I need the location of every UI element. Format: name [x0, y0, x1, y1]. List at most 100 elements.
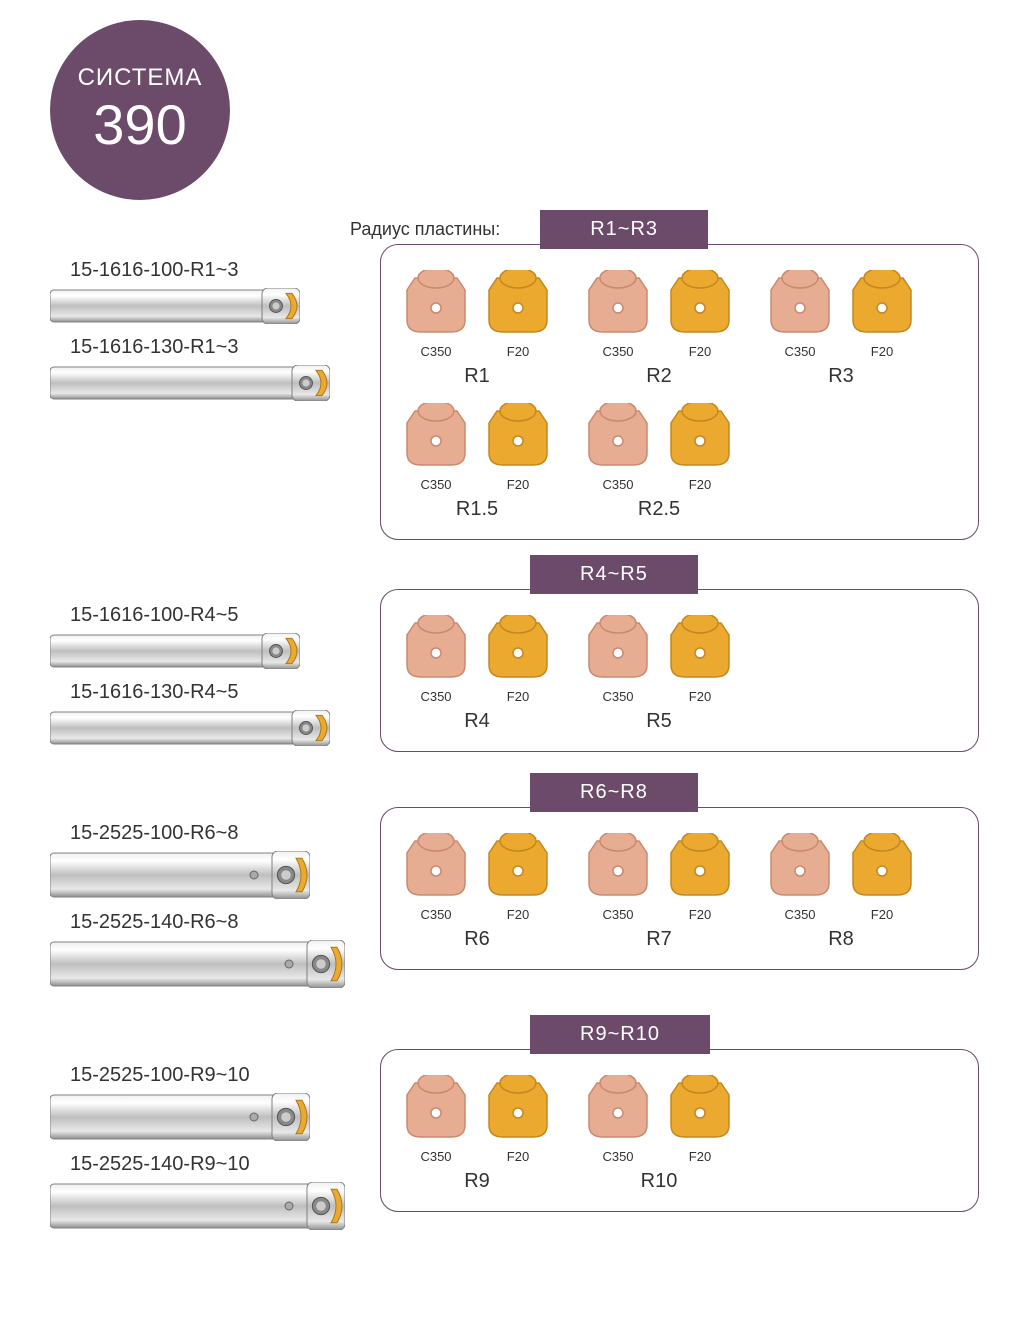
insert-code: C350 [602, 344, 633, 359]
tool-entry: 15-2525-140-R6~8 [20, 911, 380, 988]
insert-item: F20 [483, 833, 553, 922]
insert-group: C350 F20 R3 [765, 270, 917, 388]
inserts-panel: C350 F20 R6 C350 [380, 807, 979, 970]
insert-row: C350 F20 R6 C350 [401, 833, 958, 951]
insert-row: C350 F20 R1.5 C350 [401, 403, 958, 521]
insert-group: C350 F20 R9 [401, 1075, 553, 1193]
group-label: R7 [646, 928, 672, 951]
insert-group: C350 F20 R4 [401, 615, 553, 733]
insert-code: F20 [507, 1149, 529, 1164]
insert-item: C350 [401, 615, 471, 704]
tool-entry: 15-2525-100-R6~8 [20, 822, 380, 899]
insert-item: F20 [665, 833, 735, 922]
insert-item: F20 [665, 1075, 735, 1164]
insert-item: C350 [583, 403, 653, 492]
insert-group: C350 F20 R8 [765, 833, 917, 951]
tool-label: 15-2525-100-R9~10 [70, 1064, 380, 1087]
insert-item: F20 [847, 833, 917, 922]
group-label: R4 [464, 710, 490, 733]
insert-code: C350 [420, 477, 451, 492]
section-1: R4~R5 15-1616-100-R4~5 15-1616-130-R4~5 [20, 555, 999, 758]
section-3: R9~R10 15-2525-100-R9~10 15-2525-140-R9~… [20, 1015, 999, 1242]
tool-label: 15-1616-130-R4~5 [70, 681, 380, 704]
inserts-panel: C350 F20 R4 C350 [380, 589, 979, 752]
insert-code: C350 [602, 477, 633, 492]
group-label: R5 [646, 710, 672, 733]
tool-label: 15-1616-100-R1~3 [70, 259, 380, 282]
insert-group: C350 F20 R2.5 [583, 403, 735, 521]
insert-group: C350 F20 R6 [401, 833, 553, 951]
group-label: R9 [464, 1170, 490, 1193]
tool-label: 15-1616-130-R1~3 [70, 336, 380, 359]
insert-group: C350 F20 R1 [401, 270, 553, 388]
insert-code: F20 [507, 344, 529, 359]
insert-code: C350 [784, 907, 815, 922]
insert-item: F20 [483, 1075, 553, 1164]
tools-column: 15-1616-100-R4~5 15-1616-130-R4~5 [20, 579, 380, 758]
insert-code: F20 [689, 689, 711, 704]
insert-code: F20 [507, 907, 529, 922]
group-label: R2 [646, 365, 672, 388]
insert-item: C350 [583, 1075, 653, 1164]
insert-code: C350 [602, 689, 633, 704]
insert-item: C350 [583, 833, 653, 922]
insert-row: C350 F20 R4 C350 [401, 615, 958, 733]
insert-code: C350 [420, 1149, 451, 1164]
insert-code: F20 [871, 344, 893, 359]
tools-column: 15-2525-100-R9~10 15-2525-140-R9~10 [20, 1039, 380, 1242]
insert-row: C350 F20 R1 C350 [401, 270, 958, 388]
insert-code: C350 [420, 907, 451, 922]
insert-group: C350 F20 R10 [583, 1075, 735, 1193]
insert-item: F20 [483, 403, 553, 492]
tool-entry: 15-1616-130-R4~5 [20, 681, 380, 746]
insert-code: F20 [689, 477, 711, 492]
tools-column: 15-1616-100-R1~3 15-1616-130-R1~3 [20, 234, 380, 413]
insert-item: C350 [765, 270, 835, 359]
insert-code: C350 [420, 344, 451, 359]
insert-item: C350 [765, 833, 835, 922]
insert-group: C350 F20 R2 [583, 270, 735, 388]
insert-code: C350 [784, 344, 815, 359]
tool-label: 15-2525-140-R6~8 [70, 911, 380, 934]
badge-number: 390 [93, 92, 186, 157]
group-label: R10 [641, 1170, 678, 1193]
section-2: R6~R8 15-2525-100-R6~8 15-2525-140-R6~8 [20, 773, 999, 1000]
insert-code: C350 [602, 1149, 633, 1164]
insert-group: C350 F20 R7 [583, 833, 735, 951]
group-label: R2.5 [638, 498, 680, 521]
tool-entry: 15-1616-100-R4~5 [20, 604, 380, 669]
insert-group: C350 F20 R1.5 [401, 403, 553, 521]
insert-item: C350 [401, 403, 471, 492]
insert-item: C350 [401, 833, 471, 922]
insert-item: C350 [583, 615, 653, 704]
tool-label: 15-2525-140-R9~10 [70, 1153, 380, 1176]
insert-code: C350 [420, 689, 451, 704]
insert-item: C350 [401, 1075, 471, 1164]
tool-entry: 15-1616-100-R1~3 [20, 259, 380, 324]
badge-title: СИСТЕМА [78, 64, 203, 92]
section-0: Радиус пластины:R1~R3 15-1616-100-R1~3 1… [20, 210, 999, 540]
group-label: R3 [828, 365, 854, 388]
tool-entry: 15-2525-100-R9~10 [20, 1064, 380, 1141]
inserts-panel: C350 F20 R9 C350 [380, 1049, 979, 1212]
insert-item: F20 [483, 270, 553, 359]
insert-item: F20 [483, 615, 553, 704]
insert-group: C350 F20 R5 [583, 615, 735, 733]
insert-code: F20 [507, 477, 529, 492]
insert-code: C350 [602, 907, 633, 922]
insert-item: F20 [665, 270, 735, 359]
insert-item: C350 [401, 270, 471, 359]
group-label: R1.5 [456, 498, 498, 521]
insert-row: C350 F20 R9 C350 [401, 1075, 958, 1193]
group-label: R8 [828, 928, 854, 951]
insert-code: F20 [507, 689, 529, 704]
insert-code: F20 [689, 1149, 711, 1164]
insert-item: F20 [847, 270, 917, 359]
insert-code: F20 [689, 907, 711, 922]
tool-label: 15-1616-100-R4~5 [70, 604, 380, 627]
inserts-panel: C350 F20 R1 C350 [380, 244, 979, 540]
tool-entry: 15-1616-130-R1~3 [20, 336, 380, 401]
group-label: R1 [464, 365, 490, 388]
insert-item: F20 [665, 615, 735, 704]
insert-item: C350 [583, 270, 653, 359]
